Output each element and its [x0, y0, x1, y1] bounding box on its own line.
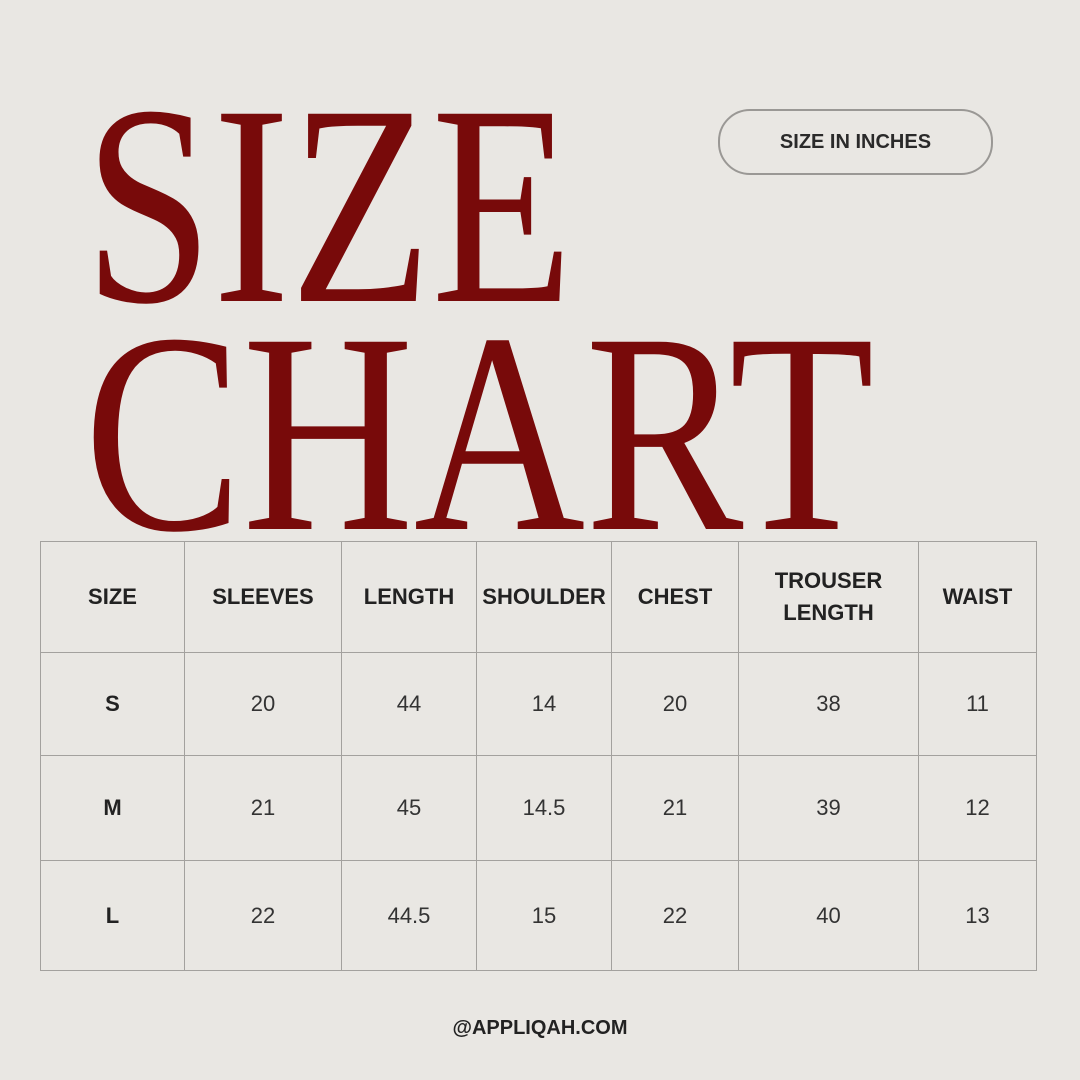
cell-chest: 21: [611, 755, 739, 861]
cell-trouser-length: 38: [738, 652, 919, 756]
cell-waist: 11: [918, 652, 1037, 756]
cell-shoulder: 14.5: [476, 755, 612, 861]
cell-sleeves: 22: [184, 860, 342, 971]
table-row: M 21 45 14.5 21 39 12: [40, 755, 1037, 861]
cell-size: L: [40, 860, 185, 971]
cell-length: 44.5: [341, 860, 477, 971]
website-footer: @APPLIQAH.COM: [452, 1017, 628, 1039]
cell-shoulder: 15: [476, 860, 612, 971]
cell-size: M: [40, 755, 185, 861]
header-sleeves: SLEEVES: [184, 541, 342, 653]
header-shoulder: SHOULDER: [476, 541, 612, 653]
cell-sleeves: 21: [184, 755, 342, 861]
cell-chest: 20: [611, 652, 739, 756]
cell-trouser-length: 40: [738, 860, 919, 971]
header-waist: WAIST: [918, 541, 1037, 653]
cell-sleeves: 20: [184, 652, 342, 756]
header-length: LENGTH: [341, 541, 477, 653]
cell-chest: 22: [611, 860, 739, 971]
size-table: SIZE SLEEVES LENGTH SHOULDER CHEST TROUS…: [40, 541, 1037, 971]
header-chest: CHEST: [611, 541, 739, 653]
title-line-size: SIZE: [84, 46, 573, 363]
cell-size: S: [40, 652, 185, 756]
header-size: SIZE: [40, 541, 185, 653]
table-row: L 22 44.5 15 22 40 13: [40, 860, 1037, 971]
cell-shoulder: 14: [476, 652, 612, 756]
size-in-inches-badge: SIZE IN INCHES: [718, 109, 993, 175]
cell-trouser-length: 39: [738, 755, 919, 861]
header-trouser-length: TROUSER LENGTH: [738, 541, 919, 653]
cell-waist: 12: [918, 755, 1037, 861]
cell-length: 45: [341, 755, 477, 861]
title-line-chart: CHART: [84, 274, 875, 591]
table-row: S 20 44 14 20 38 11: [40, 652, 1037, 756]
cell-length: 44: [341, 652, 477, 756]
header-row: SIZE SLEEVES LENGTH SHOULDER CHEST TROUS…: [40, 541, 1037, 653]
cell-waist: 13: [918, 860, 1037, 971]
